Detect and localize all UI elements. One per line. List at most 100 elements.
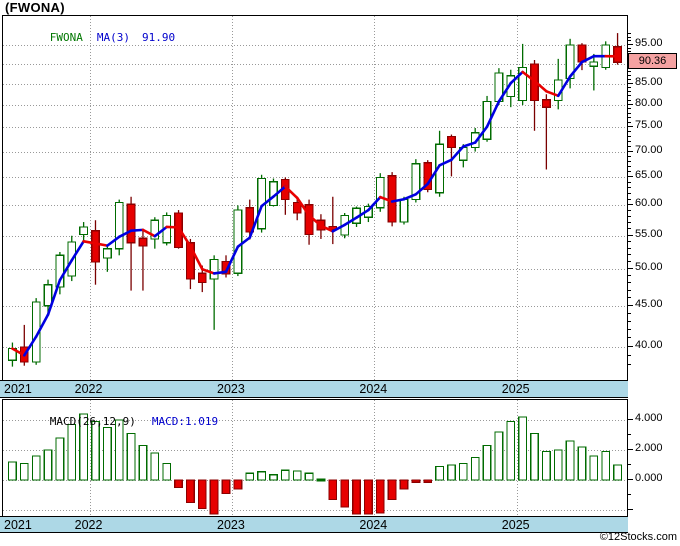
candle-up xyxy=(79,222,89,241)
macd-bar-positive xyxy=(518,416,528,481)
ma-segment xyxy=(343,216,358,227)
macd-bar-positive xyxy=(162,462,172,481)
axis-tick xyxy=(627,83,633,84)
ma-segment xyxy=(414,182,430,196)
ma-segment xyxy=(212,270,228,275)
candle-body xyxy=(174,212,183,248)
axis-tick xyxy=(627,290,631,291)
axis-tick xyxy=(627,44,633,45)
axis-tick xyxy=(627,37,631,38)
axis-tick xyxy=(627,216,631,217)
macd-bar-negative xyxy=(423,479,433,483)
axis-tick xyxy=(627,87,631,88)
ma-segment xyxy=(545,89,560,98)
axis-tick xyxy=(627,297,631,298)
ma-segment xyxy=(450,145,465,162)
axis-tick xyxy=(627,241,631,242)
macd-bar-positive xyxy=(245,472,255,481)
axis-tick xyxy=(627,48,631,49)
axis-tick xyxy=(627,131,631,132)
candle-body xyxy=(138,237,148,247)
price-label-75.00: 75.00 xyxy=(635,119,663,131)
ma-segment xyxy=(236,236,252,249)
ma-segment xyxy=(462,141,477,148)
ma-segment xyxy=(284,185,299,200)
macd-bar-negative xyxy=(399,479,409,490)
axis-tick xyxy=(627,268,633,269)
axis-tick xyxy=(627,199,631,200)
macd-label-4.000: 4.000 xyxy=(635,412,663,424)
candle-down xyxy=(138,229,148,291)
ma-segment xyxy=(153,225,168,238)
watermark-link[interactable]: ©12Stocks.com xyxy=(599,531,677,543)
macd-label-2.000: 2.000 xyxy=(635,442,663,454)
page-title: (FWONA) xyxy=(5,0,65,15)
ma-segment xyxy=(11,347,26,357)
axis-tick xyxy=(627,228,631,229)
macd-canvas xyxy=(3,400,627,516)
ma-segment xyxy=(390,197,406,203)
candle-body xyxy=(292,201,302,214)
candle-body xyxy=(102,248,112,259)
axis-tick xyxy=(627,282,631,283)
candle-body xyxy=(399,199,409,223)
price-label-60.00: 60.00 xyxy=(635,197,663,209)
ma-segment xyxy=(556,75,572,98)
axis-tick xyxy=(627,235,633,236)
axis-tick xyxy=(627,146,631,147)
macd-bar-negative xyxy=(411,479,421,483)
right-axis: 95.0090.0085.0080.0075.0070.0065.0060.00… xyxy=(627,0,680,546)
ma-segment xyxy=(438,158,453,167)
legend-symbol: FWONA xyxy=(49,31,83,44)
axis-tick xyxy=(627,419,633,420)
price-label-55.00: 55.00 xyxy=(635,228,663,240)
macd-bar-positive xyxy=(150,452,160,481)
price-label-95.00: 95.00 xyxy=(635,37,663,49)
axis-tick xyxy=(627,275,631,276)
ma-segment xyxy=(272,185,287,198)
main-x-axis-strip: 2021 2022 2023 2024 2025 xyxy=(0,380,628,398)
candle-down xyxy=(280,177,290,215)
macd-bar-positive xyxy=(613,464,622,481)
candle-up xyxy=(518,43,528,105)
candle-down xyxy=(541,94,551,170)
candle-body xyxy=(209,258,219,280)
macd-bar-positive xyxy=(482,444,492,481)
axis-tick xyxy=(627,141,631,142)
macd-bar-positive xyxy=(506,420,516,481)
price-label-85.00: 85.00 xyxy=(635,76,663,88)
macd-legend-name: MACD(26,12,9) xyxy=(49,415,136,428)
macd-bar-positive xyxy=(494,431,504,481)
macd-bar-positive xyxy=(102,426,112,481)
ma-segment xyxy=(34,313,50,338)
candle-up xyxy=(43,279,53,314)
candle-up xyxy=(114,199,124,256)
ma-segment xyxy=(189,244,204,271)
candle-body xyxy=(387,175,397,223)
macd-bar-positive xyxy=(435,465,444,481)
macd-bar-negative xyxy=(340,479,350,508)
axis-tick xyxy=(627,434,631,435)
axis-tick xyxy=(627,104,633,105)
macd-panel: MACD(26,12,9) MACD:1.019 xyxy=(2,399,628,517)
ma-line xyxy=(11,54,619,357)
macd-bar-positive xyxy=(280,469,290,481)
candle-body xyxy=(55,254,65,288)
axis-tick xyxy=(627,182,631,183)
ma-segment xyxy=(224,245,240,274)
candle-body xyxy=(114,201,124,250)
ma-segment xyxy=(82,239,97,245)
macd-bar-positive xyxy=(126,432,136,481)
legend-ma-value: 91.90 xyxy=(142,31,176,44)
macd-bar-negative xyxy=(387,479,397,501)
axis-tick xyxy=(627,75,631,76)
axis-tick xyxy=(627,100,631,101)
macd-bar-positive xyxy=(257,471,267,481)
candle-body xyxy=(470,132,480,149)
ma-segment xyxy=(117,229,133,239)
year-label-2023: 2023 xyxy=(217,518,245,532)
ma-segment xyxy=(331,223,346,233)
macd-bar-positive xyxy=(138,444,148,481)
year-label-2025: 2025 xyxy=(501,382,530,396)
candle-down xyxy=(126,196,136,291)
